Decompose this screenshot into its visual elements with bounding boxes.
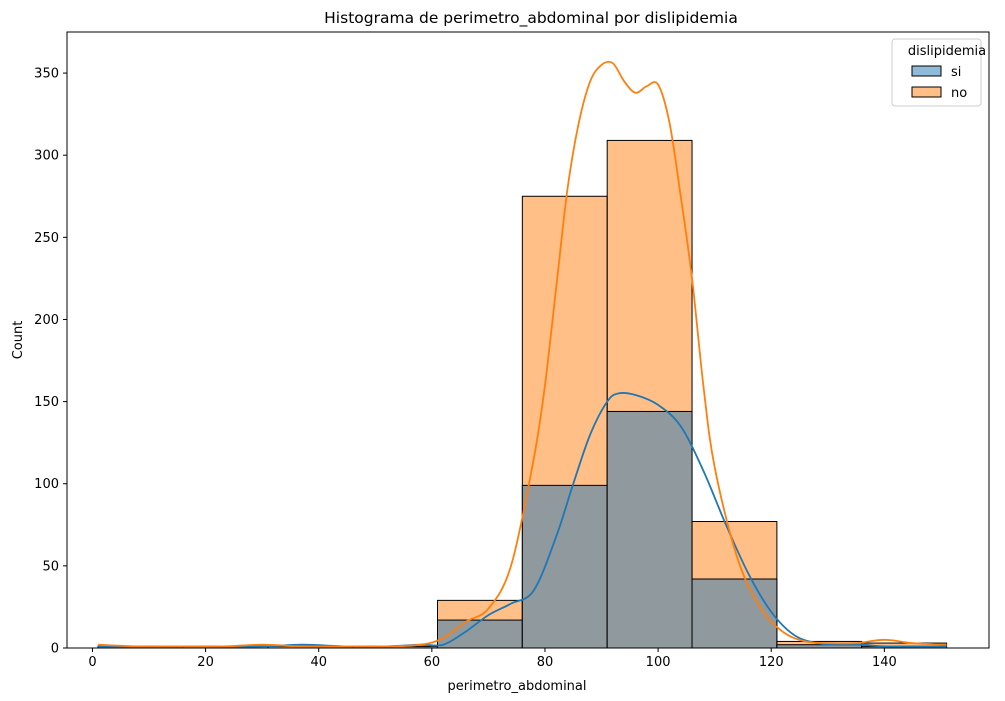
legend-title: dislipidemia bbox=[908, 44, 986, 59]
y-tick-label: 50 bbox=[42, 559, 59, 574]
x-tick-label: 120 bbox=[759, 655, 784, 670]
y-tick-label: 350 bbox=[34, 67, 59, 82]
kde-line-no bbox=[98, 60, 947, 648]
bar-si-bin-6 bbox=[606, 410, 693, 649]
kde-layer bbox=[98, 60, 947, 648]
x-tick-label: 100 bbox=[646, 655, 671, 670]
legend-label-no: no bbox=[951, 86, 967, 101]
x-tick-label: 80 bbox=[537, 655, 554, 670]
x-axis-label: perimetro_abdominal bbox=[448, 679, 587, 694]
y-tick-label: 150 bbox=[34, 395, 59, 410]
y-axis-ticks: 0 50 100 150 200 250 300 350 bbox=[34, 67, 67, 657]
legend-swatch-si bbox=[911, 65, 942, 77]
y-axis-label: Count bbox=[11, 321, 26, 360]
y-tick-label: 250 bbox=[34, 231, 59, 246]
legend-label-si: si bbox=[951, 65, 961, 80]
x-tick-label: 0 bbox=[88, 655, 96, 670]
x-tick-label: 140 bbox=[872, 655, 897, 670]
x-tick-label: 60 bbox=[424, 655, 441, 670]
y-tick-label: 200 bbox=[34, 313, 59, 328]
x-axis-ticks: 0 20 40 60 80 100 120 140 bbox=[88, 648, 897, 670]
x-tick-label: 40 bbox=[310, 655, 327, 670]
y-tick-label: 100 bbox=[34, 477, 59, 492]
legend: dislipidemia si no bbox=[891, 38, 986, 107]
legend-swatch-no bbox=[911, 86, 942, 98]
x-tick-label: 20 bbox=[197, 655, 214, 670]
bar-si-bin-7 bbox=[691, 578, 778, 649]
plot-frame bbox=[66, 31, 990, 649]
y-tick-label: 0 bbox=[51, 642, 59, 657]
bars-layer bbox=[97, 139, 948, 649]
chart-title: Histograma de perimetro_abdominal por di… bbox=[324, 9, 738, 28]
y-tick-label: 300 bbox=[34, 149, 59, 164]
